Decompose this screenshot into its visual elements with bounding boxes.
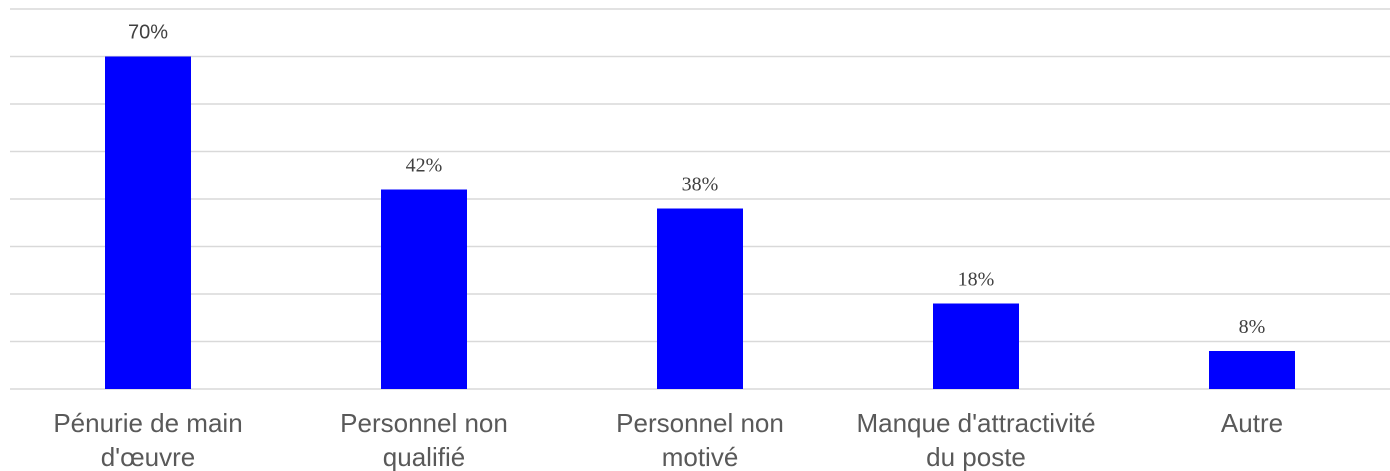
category-label-line: Manque d'attractivité (856, 408, 1095, 438)
bar (105, 56, 191, 389)
bars (105, 56, 1295, 389)
data-label: 70% (128, 22, 168, 44)
category-label: Personnel non motivé (616, 408, 784, 471)
category-label-line: d'œuvre (101, 442, 196, 471)
category-label-line: du poste (926, 442, 1026, 471)
data-label: 18% (958, 269, 995, 291)
category-label-line: Pénurie de main (53, 408, 242, 438)
category-label-line: qualifié (383, 442, 465, 471)
category-labels: Pénurie de main d'œuvre Personnel non quali… (53, 408, 1283, 471)
bar (933, 303, 1019, 389)
category-label-line: Personnel non (340, 408, 508, 438)
category-label: Manque d'attractivité du poste (856, 408, 1095, 471)
category-label: Personnel non qualifié (340, 408, 508, 471)
category-label-line: motivé (662, 442, 739, 471)
bar (657, 208, 743, 389)
category-label-line: Autre (1221, 408, 1283, 438)
category-label-line: Personnel non (616, 408, 784, 438)
data-label: 42% (406, 155, 443, 177)
gridlines (10, 8, 1390, 390)
bar (1209, 351, 1295, 389)
category-label: Pénurie de main d'œuvre (53, 408, 242, 471)
data-label: 8% (1239, 316, 1266, 338)
data-label: 38% (682, 174, 719, 196)
data-labels: 70% 42% 38% 18% 8% (128, 22, 1265, 339)
bar (381, 189, 467, 389)
category-label: Autre (1221, 408, 1283, 438)
